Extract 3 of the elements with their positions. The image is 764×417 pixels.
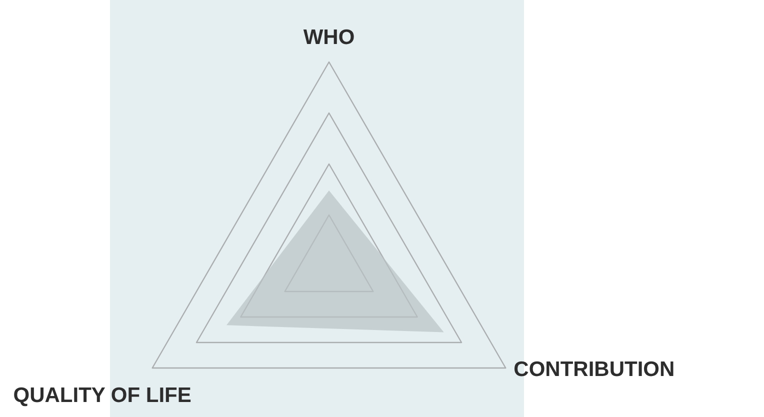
spoke-label: CONTRIBUTION <box>514 358 675 381</box>
spoke-label: WHO <box>303 26 355 49</box>
spoke-label: QUALITY OF LIFE <box>13 384 192 407</box>
